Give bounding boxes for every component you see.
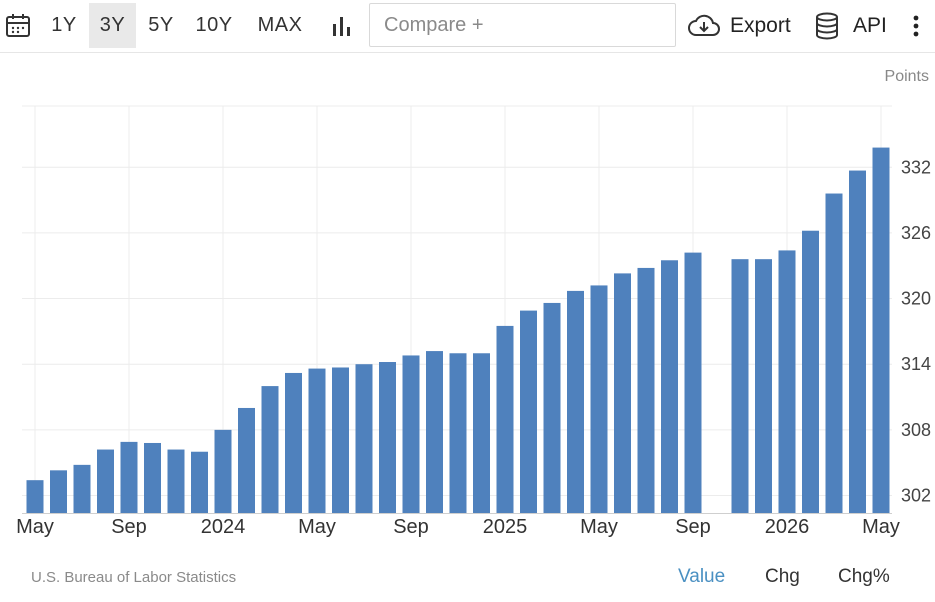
- bar-2025-03[interactable]: [543, 302, 561, 513]
- bar-series: [26, 147, 890, 514]
- bar-2025-07[interactable]: [637, 267, 655, 513]
- bar-2025-11[interactable]: [731, 259, 749, 513]
- x-tick-label: 2026: [765, 516, 810, 538]
- y-axis-ticks: 302 308 314 320 326 332: [901, 157, 931, 505]
- bar-2025-09[interactable]: [684, 252, 702, 513]
- bar-2024-10[interactable]: [426, 351, 443, 513]
- bar-2023-06[interactable]: [50, 470, 67, 513]
- range-max-button[interactable]: MAX: [257, 14, 303, 36]
- cloud-download-icon[interactable]: [686, 12, 722, 40]
- bar-2024-12[interactable]: [473, 353, 490, 513]
- y-tick-label: 308: [901, 420, 931, 440]
- bar-2025-05[interactable]: [590, 285, 608, 513]
- calendar-icon[interactable]: [4, 12, 32, 40]
- x-tick-label: May: [580, 516, 618, 538]
- mode-chg-button[interactable]: Chg: [765, 566, 800, 587]
- bar-2025-02[interactable]: [520, 310, 537, 513]
- bar-2026-02[interactable]: [802, 230, 819, 513]
- bar-2024-04[interactable]: [285, 372, 302, 513]
- range-5y-button[interactable]: 5Y: [148, 14, 174, 36]
- bar-2025-06[interactable]: [614, 273, 631, 513]
- bar-2025-04[interactable]: [567, 290, 584, 513]
- y-tick-label: 326: [901, 223, 931, 243]
- bar-2026-01[interactable]: [778, 250, 796, 513]
- units-label: Points: [884, 68, 929, 85]
- x-tick-label: 2025: [483, 516, 528, 538]
- chart-plot: May Sep 2024 May Sep 2025 May Sep 2026 May 302 308…: [16, 105, 931, 538]
- bar-2023-10[interactable]: [144, 442, 161, 513]
- mode-value-button[interactable]: Value: [678, 566, 726, 587]
- bar-chart-icon[interactable]: [328, 12, 356, 40]
- bar-2026-04[interactable]: [849, 170, 866, 513]
- bar-2023-09[interactable]: [120, 441, 138, 513]
- bar-2026-05[interactable]: [872, 147, 890, 514]
- x-axis-ticks: May Sep 2024 May Sep 2025 May Sep 2026 May: [16, 516, 900, 538]
- bar-2024-08[interactable]: [379, 362, 396, 513]
- database-icon[interactable]: [813, 11, 841, 41]
- y-tick-label: 320: [901, 289, 931, 309]
- bar-2025-08[interactable]: [661, 260, 678, 513]
- bar-2023-08[interactable]: [97, 449, 114, 513]
- export-button[interactable]: Export: [730, 14, 791, 37]
- bar-2026-03[interactable]: [825, 193, 843, 513]
- range-1y-button[interactable]: 1Y: [51, 14, 77, 36]
- source-label: U.S. Bureau of Labor Statistics: [31, 569, 237, 586]
- bar-2023-12[interactable]: [191, 451, 208, 513]
- bar-2024-11[interactable]: [449, 353, 467, 513]
- bar-2024-03[interactable]: [261, 386, 279, 513]
- api-button[interactable]: API: [853, 14, 887, 37]
- bar-2023-05[interactable]: [26, 480, 44, 513]
- compare-input[interactable]: Compare +: [369, 3, 676, 47]
- bar-2024-02[interactable]: [238, 407, 255, 513]
- mode-chg-pct-button[interactable]: Chg%: [838, 566, 890, 587]
- x-tick-label: Sep: [393, 516, 429, 538]
- x-tick-label: Sep: [111, 516, 147, 538]
- bar-2025-01[interactable]: [496, 325, 514, 513]
- y-tick-label: 302: [901, 485, 931, 505]
- x-tick-label: May: [16, 516, 54, 538]
- more-vertical-icon[interactable]: [906, 12, 926, 40]
- bar-2023-07[interactable]: [73, 464, 91, 513]
- x-tick-label: May: [298, 516, 336, 538]
- bar-2023-11[interactable]: [167, 449, 185, 513]
- bar-2025-12[interactable]: [755, 259, 772, 513]
- bar-2024-01[interactable]: [214, 429, 232, 513]
- bar-2024-06[interactable]: [332, 367, 349, 513]
- x-tick-label: 2024: [201, 516, 246, 538]
- bar-2024-05[interactable]: [308, 368, 326, 513]
- x-tick-label: Sep: [675, 516, 711, 538]
- range-10y-button[interactable]: 10Y: [195, 14, 233, 36]
- y-tick-label: 314: [901, 354, 931, 374]
- bar-2024-09[interactable]: [402, 355, 420, 513]
- chart-toolbar: 1Y 3Y 5Y 10Y MAX Compare + Export API: [0, 0, 935, 53]
- range-3y-button[interactable]: 3Y: [89, 3, 136, 48]
- x-tick-label: May: [862, 516, 900, 538]
- bar-2024-07[interactable]: [355, 364, 373, 513]
- y-tick-label: 332: [901, 157, 931, 177]
